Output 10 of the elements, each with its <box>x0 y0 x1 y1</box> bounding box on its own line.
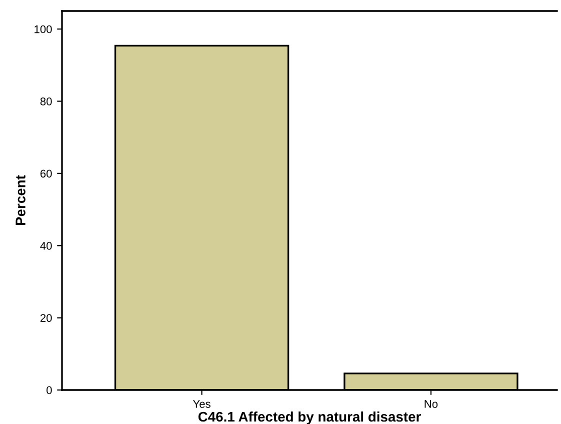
x-tick-label: Yes <box>192 400 210 408</box>
x-tick-label: No <box>424 400 438 408</box>
y-tick-label: 100 <box>34 25 52 34</box>
y-tick-label: 20 <box>40 314 52 322</box>
y-tick-label: 60 <box>40 170 52 178</box>
y-tick-label: 0 <box>46 386 52 394</box>
y-tick-label: 80 <box>40 98 52 106</box>
y-tick-label: 40 <box>40 242 52 250</box>
x-axis-title: C46.1 Affected by natural disaster <box>198 411 421 424</box>
y-axis-title: Percent <box>16 175 26 226</box>
